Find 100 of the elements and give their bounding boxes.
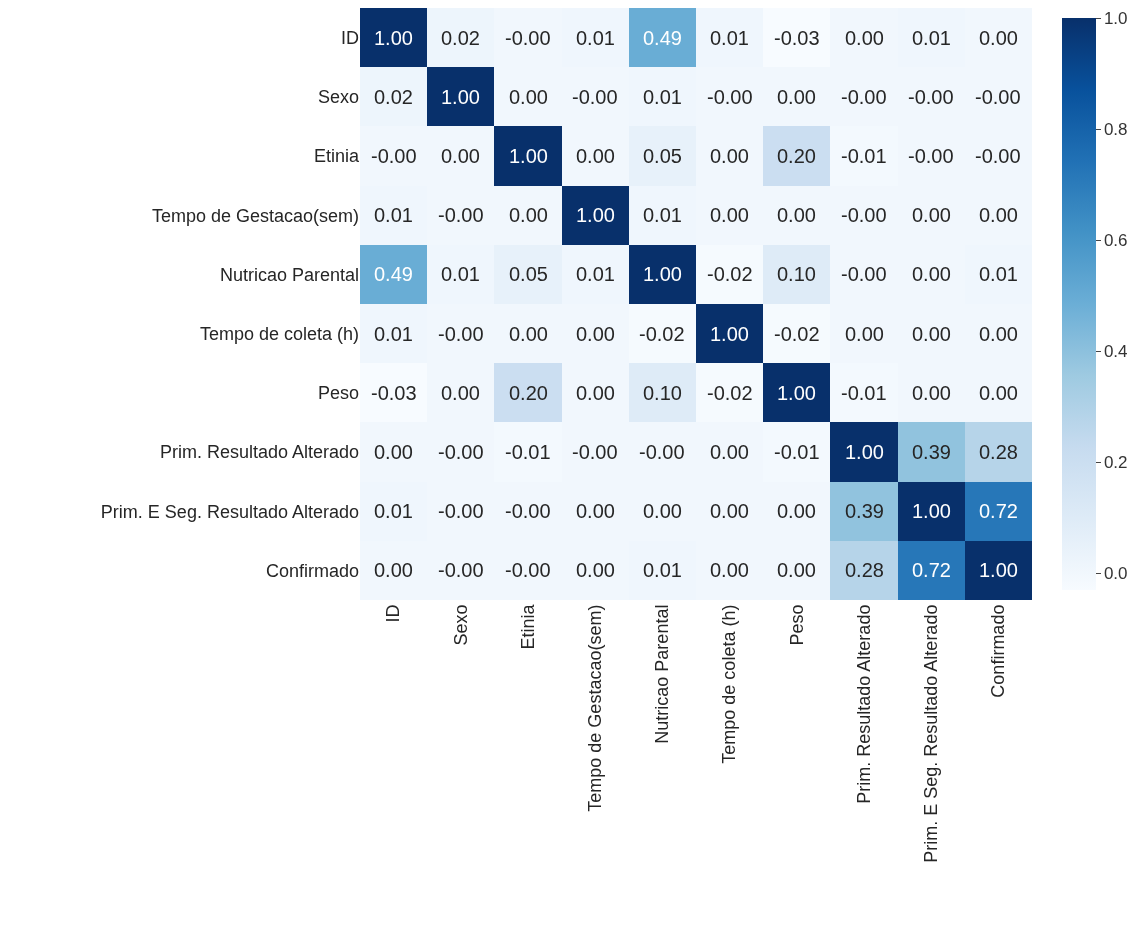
- data-label: 1.00: [643, 263, 682, 285]
- data-label: 0.00: [845, 27, 884, 49]
- data-label: 0.00: [374, 441, 413, 463]
- data-label: 0.00: [710, 441, 749, 463]
- y-tick-label: Tempo de Gestacao(sem): [151, 205, 359, 226]
- data-label: 0.39: [845, 500, 884, 522]
- data-label: 0.00: [576, 382, 615, 404]
- data-label: 0.00: [912, 323, 951, 345]
- data-label: -0.00: [841, 204, 887, 226]
- data-label: 0.00: [710, 204, 749, 226]
- data-label: -0.00: [371, 145, 417, 167]
- data-label: 0.00: [710, 145, 749, 167]
- data-label: 0.00: [777, 500, 816, 522]
- data-label: 1.00: [777, 382, 816, 404]
- data-label: 0.49: [643, 27, 682, 49]
- color-bar-label: 0.8: [1103, 120, 1128, 140]
- data-label: -0.00: [572, 86, 618, 108]
- data-label: 0.01: [710, 27, 749, 49]
- x-tick-label: Prim. Resultado Alterado: [853, 604, 874, 804]
- data-label: -0.02: [707, 382, 753, 404]
- data-label: 0.00: [643, 500, 682, 522]
- data-label: 0.00: [979, 382, 1018, 404]
- data-label: 1.00: [441, 86, 480, 108]
- data-label: 1.00: [509, 145, 548, 167]
- data-label: 0.01: [576, 263, 615, 285]
- x-tick-label: Etinia: [517, 603, 538, 650]
- data-label: -0.03: [371, 382, 417, 404]
- data-label: 0.20: [777, 145, 816, 167]
- y-tick-label: Confirmado: [265, 560, 359, 581]
- y-tick-label: Prim. E Seg. Resultado Alterado: [100, 501, 359, 522]
- data-label: -0.00: [975, 86, 1021, 108]
- data-label: 0.00: [912, 263, 951, 285]
- data-label: 0.00: [710, 559, 749, 581]
- data-label: 0.72: [979, 500, 1018, 522]
- color-bar-label: 0.6: [1103, 231, 1128, 251]
- data-label: 1.00: [845, 441, 884, 463]
- data-label: 0.01: [576, 27, 615, 49]
- x-tick-label: Nutricao Parental: [652, 604, 673, 744]
- data-label: 0.01: [643, 559, 682, 581]
- data-label: 0.28: [979, 441, 1018, 463]
- data-label: 0.00: [979, 27, 1018, 49]
- data-label: 0.00: [576, 500, 615, 522]
- data-label: 1.00: [710, 323, 749, 345]
- data-label: -0.00: [505, 27, 551, 49]
- data-label: 0.02: [374, 86, 413, 108]
- data-label: 0.00: [979, 323, 1018, 345]
- data-label: -0.00: [438, 559, 484, 581]
- data-label: 0.00: [777, 559, 816, 581]
- data-label: -0.00: [438, 204, 484, 226]
- data-label: -0.02: [707, 263, 753, 285]
- data-label: 0.02: [441, 27, 480, 49]
- data-label: 0.10: [643, 382, 682, 404]
- x-tick-label: ID: [383, 604, 404, 623]
- data-label: 0.28: [845, 559, 884, 581]
- data-label: 0.01: [374, 500, 413, 522]
- data-label: 0.00: [777, 86, 816, 108]
- data-label: 0.01: [441, 263, 480, 285]
- data-label: -0.00: [438, 441, 484, 463]
- data-label: 0.00: [777, 204, 816, 226]
- data-label: 0.00: [912, 382, 951, 404]
- color-bar-label: 0.2: [1103, 453, 1128, 473]
- color-bar-label: 0.0: [1103, 564, 1128, 584]
- x-tick-label: Peso: [786, 604, 807, 646]
- data-label: 0.49: [374, 263, 413, 285]
- x-tick-label: Tempo de coleta (h): [719, 604, 740, 764]
- data-label: 0.01: [643, 86, 682, 108]
- data-label: 0.00: [509, 86, 548, 108]
- data-label: 0.01: [374, 323, 413, 345]
- data-label: 0.05: [643, 145, 682, 167]
- data-label: 0.00: [441, 145, 480, 167]
- data-label: -0.01: [841, 382, 887, 404]
- data-label: 0.05: [509, 263, 548, 285]
- data-label: 0.00: [576, 145, 615, 167]
- data-label: 0.00: [509, 323, 548, 345]
- data-label: -0.00: [438, 500, 484, 522]
- data-label: 0.72: [912, 559, 951, 581]
- data-label: 0.00: [576, 323, 615, 345]
- y-tick-label: Nutricao Parental: [219, 264, 359, 285]
- data-label: -0.02: [639, 323, 685, 345]
- data-label: -0.02: [774, 323, 820, 345]
- data-label: 1.00: [576, 204, 615, 226]
- data-label: 1.00: [912, 500, 951, 522]
- y-tick-label: Sexo: [317, 87, 359, 108]
- data-label: -0.00: [572, 441, 618, 463]
- data-label: 1.00: [374, 27, 413, 49]
- data-label: 0.00: [979, 204, 1018, 226]
- data-label: 0.01: [979, 263, 1018, 285]
- data-label: -0.00: [841, 86, 887, 108]
- x-tick-label: Confirmado: [988, 604, 1009, 698]
- y-tick-label: Etinia: [313, 146, 360, 167]
- data-label: 0.00: [845, 323, 884, 345]
- data-label: 0.39: [912, 441, 951, 463]
- data-label: -0.00: [908, 86, 954, 108]
- data-label: -0.00: [975, 145, 1021, 167]
- data-label: -0.00: [505, 559, 551, 581]
- data-label: -0.00: [438, 323, 484, 345]
- data-label: 0.20: [509, 382, 548, 404]
- data-label: -0.00: [908, 145, 954, 167]
- data-label: 0.00: [576, 559, 615, 581]
- data-label: -0.00: [505, 500, 551, 522]
